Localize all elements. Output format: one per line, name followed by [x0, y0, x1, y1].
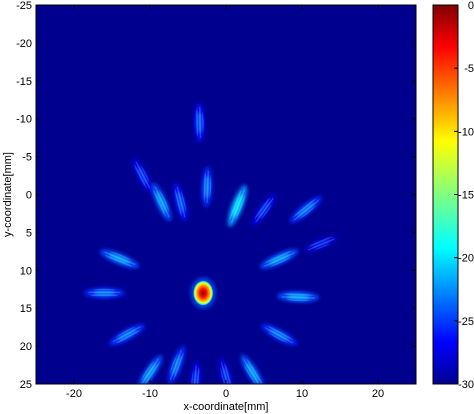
- sidelobe: [201, 166, 213, 208]
- y-tick-label: 20: [20, 341, 32, 353]
- sidelobe: [151, 182, 172, 222]
- x-tick-label: 0: [223, 388, 229, 400]
- sidelobe: [303, 235, 339, 253]
- sidelobe-fringes: [229, 189, 246, 223]
- sidelobe-fringes: [139, 358, 161, 384]
- x-tick-label: 20: [372, 388, 384, 400]
- x-axis: -20 -10 0 10 20: [66, 5, 384, 400]
- sidelobe: [132, 158, 153, 193]
- sidelobe: [173, 182, 188, 222]
- colorbar-tick-label: -15: [458, 190, 474, 202]
- colorbar-tick-label: -10: [458, 126, 474, 138]
- colorbar-tick-label: -5: [464, 63, 474, 75]
- sidelobe: [137, 354, 163, 384]
- x-tick-label: -20: [66, 388, 82, 400]
- sidelobe: [251, 193, 277, 226]
- sidelobe: [261, 323, 298, 346]
- sidelobe-fringes: [174, 186, 186, 218]
- sidelobe-fringes: [169, 349, 184, 381]
- y-axis: -25 -20 -15 -10 -5 0 5 10 15 20 25: [16, 0, 416, 391]
- sidelobe-fringes: [202, 170, 212, 204]
- peak-spot: [193, 280, 214, 306]
- sidelobe-fringes: [243, 358, 263, 384]
- sidelobe-fringes: [88, 288, 121, 298]
- x-tick-label: -10: [142, 388, 158, 400]
- sidelobe: [167, 345, 186, 384]
- y-tick-label: -10: [16, 114, 32, 126]
- y-tick-label: 15: [20, 303, 32, 315]
- sidelobe-fringes: [263, 250, 295, 267]
- colorbar-tick-label: -25: [458, 316, 474, 328]
- sidelobe-fringes: [195, 106, 204, 139]
- sidelobe-fringes: [254, 197, 274, 223]
- sidelobe: [227, 184, 248, 227]
- x-axis-label: x-coordinate[mm]: [184, 401, 269, 413]
- sidelobe-fringes: [307, 237, 335, 251]
- sidelobe: [240, 354, 265, 384]
- colorbar-tick-label: -30: [458, 379, 474, 391]
- y-tick-label: 25: [20, 379, 32, 391]
- y-tick-label: -25: [16, 0, 32, 12]
- y-tick-label: 10: [20, 265, 32, 277]
- y-tick-label: -5: [22, 152, 32, 164]
- plot-area: [36, 5, 416, 384]
- x-tick-label: 10: [296, 388, 308, 400]
- sidelobe: [189, 361, 202, 384]
- sidelobe-fringes: [112, 326, 142, 344]
- sidelobe: [289, 196, 322, 224]
- colorbar-tick-label: 0: [468, 0, 474, 12]
- peak-layer: [190, 277, 217, 310]
- sidelobe-fringes: [134, 161, 151, 190]
- y-tick-label: -20: [16, 38, 32, 50]
- sidelobe: [193, 102, 205, 143]
- y-tick-label: 0: [26, 190, 32, 202]
- sidelobe-fringes: [292, 198, 319, 221]
- colorbar: [432, 4, 459, 385]
- sidelobe: [277, 290, 320, 303]
- sidelobe: [100, 249, 140, 269]
- colorbar-ticks: 0 -5 -10 -15 -20 -25 -30: [454, 0, 474, 391]
- sidelobe-fringes: [191, 365, 200, 384]
- y-tick-label: -15: [16, 76, 32, 88]
- colorbar-tick-label: -20: [458, 253, 474, 265]
- sidelobe: [84, 287, 125, 299]
- sidelobe-layer: [84, 102, 339, 384]
- sidelobe: [259, 248, 299, 270]
- sidelobe: [109, 323, 146, 346]
- sidelobe-fringes: [264, 326, 294, 344]
- sidelobe-fringes: [103, 251, 136, 267]
- sidelobe-fringes: [281, 292, 315, 302]
- sidelobe-fringes: [153, 186, 170, 218]
- y-tick-label: 5: [26, 227, 32, 239]
- y-axis-label: y-coordinate[mm]: [2, 152, 14, 237]
